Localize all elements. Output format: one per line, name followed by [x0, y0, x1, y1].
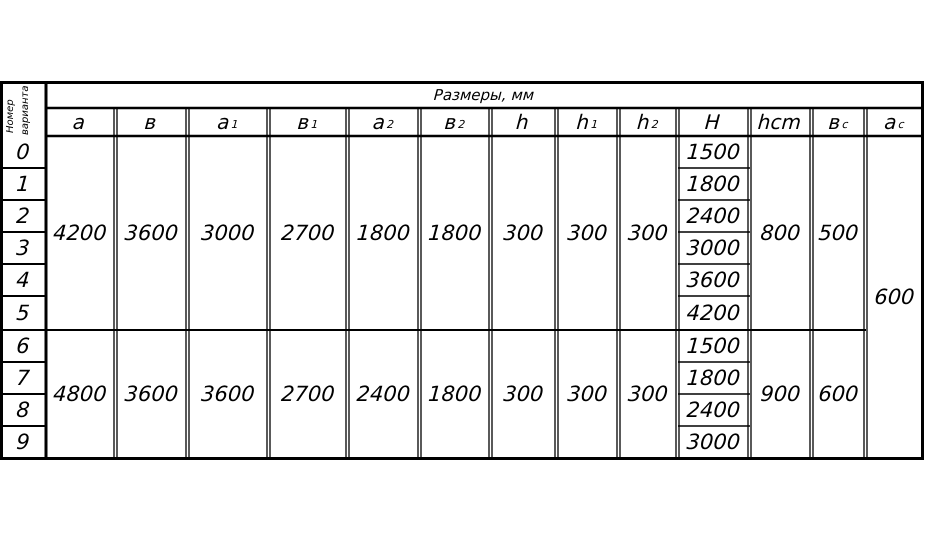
value-h1-group2: 300: [566, 381, 609, 406]
variant-number: 7: [15, 365, 31, 390]
value-H: 3000: [685, 235, 742, 260]
value-a-group2: 4800: [52, 381, 108, 406]
value-H: 3000: [685, 429, 742, 454]
value-a2-group2: 2400: [355, 381, 412, 406]
value-b-group2: 3600: [123, 381, 180, 406]
variant-number: 1: [15, 171, 31, 196]
value-a1-group1: 3000: [200, 220, 256, 245]
table-title: Размеры, мм: [433, 86, 535, 104]
variant-label-line1: Номер: [5, 99, 16, 133]
variant-number: 0: [15, 139, 31, 164]
variant-number: 3: [15, 235, 31, 260]
value-hcm-group2: 900: [759, 381, 802, 406]
value-H: 1800: [685, 171, 742, 196]
value-b1-group1: 2700: [280, 220, 336, 245]
value-a2-group1: 1800: [355, 220, 412, 245]
value-b2-group1: 1800: [427, 220, 483, 245]
variant-label-line2: варианта: [20, 85, 31, 136]
variant-number: 6: [15, 333, 31, 358]
variant-number: 4: [15, 267, 31, 292]
value-H: 4200: [685, 300, 742, 325]
variant-number: 9: [15, 429, 31, 454]
variant-number-header: Номер варианта: [0, 83, 46, 136]
column-header-hcm: hcm: [757, 110, 802, 134]
value-H: 2400: [685, 397, 742, 422]
value-a-group1: 4200: [52, 220, 108, 245]
column-header-b: в: [143, 110, 158, 134]
value-H: 1500: [685, 333, 742, 358]
value-b1-group2: 2700: [280, 381, 336, 406]
value-H: 1800: [685, 365, 742, 390]
value-H: 3600: [685, 267, 742, 292]
value-a1-group2: 3600: [200, 381, 256, 406]
column-header-H: H: [704, 110, 721, 134]
column-header-a: a: [72, 110, 86, 134]
value-H: 1500: [685, 139, 742, 164]
variant-number: 8: [15, 397, 31, 422]
value-h2-group2: 300: [627, 381, 669, 406]
value-b2-group2: 1800: [427, 381, 483, 406]
value-h-group2: 300: [502, 381, 545, 406]
variant-number: 2: [15, 203, 31, 228]
value-b-group1: 3600: [123, 220, 180, 245]
column-header-h: h: [515, 110, 530, 134]
value-H: 2400: [685, 203, 742, 228]
